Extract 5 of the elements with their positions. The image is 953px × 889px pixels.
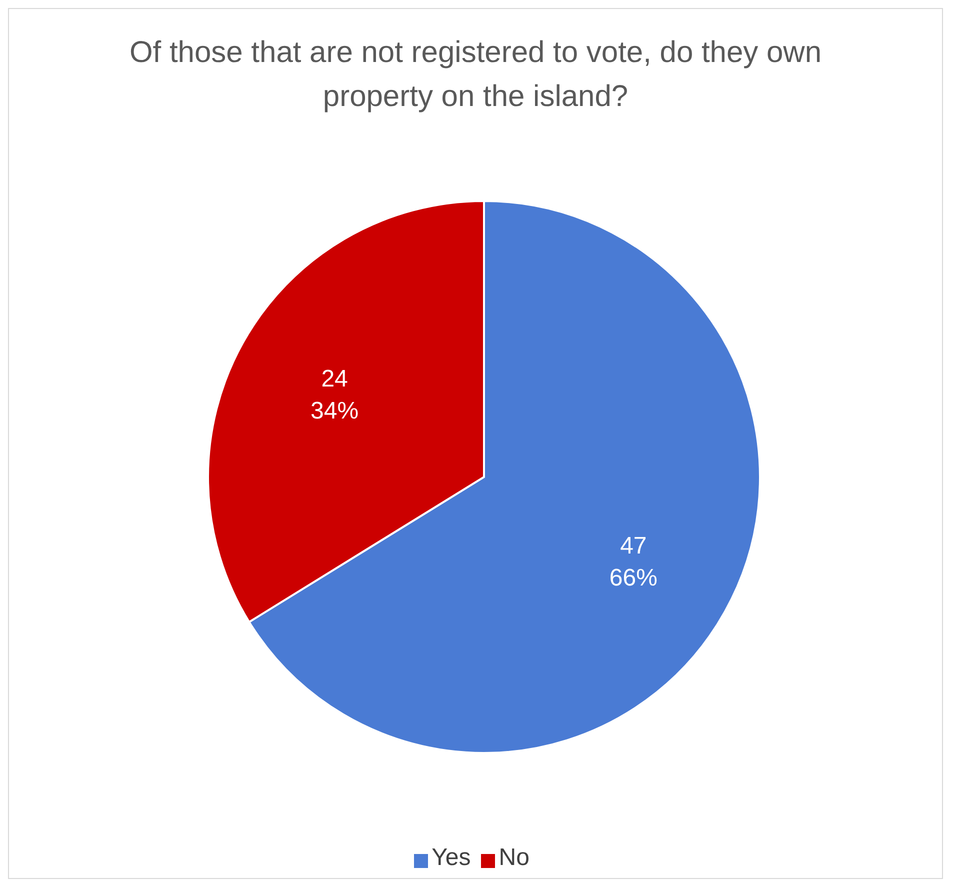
data-label: 47 66% (609, 532, 658, 591)
legend-label: Yes (432, 844, 471, 871)
data-label: 24 34% (310, 365, 359, 424)
chart-title: Of those that are not registered to vote, do they own property on the island? (128, 35, 823, 115)
legend-label: No (498, 844, 530, 871)
